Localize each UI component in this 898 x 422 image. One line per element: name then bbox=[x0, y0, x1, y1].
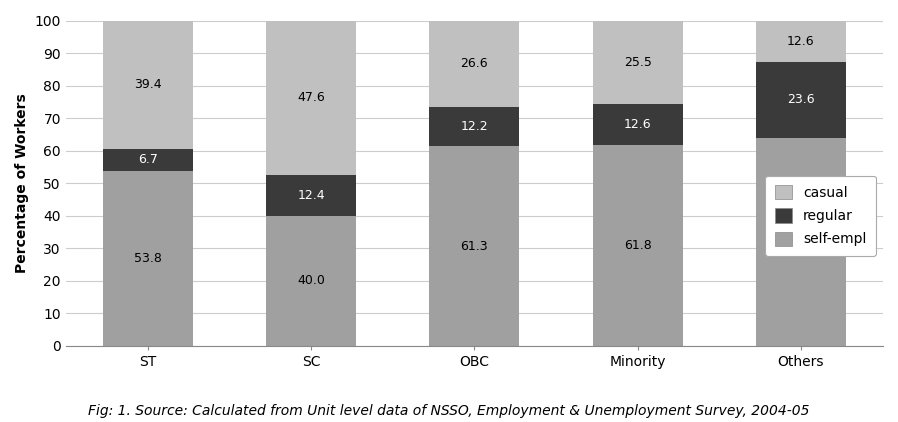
Text: 61.3: 61.3 bbox=[461, 240, 489, 253]
Bar bbox=[593, 145, 682, 346]
Bar bbox=[429, 146, 519, 346]
Text: 53.8: 53.8 bbox=[134, 252, 162, 265]
Bar bbox=[103, 149, 193, 171]
Text: 12.2: 12.2 bbox=[461, 120, 489, 133]
Bar bbox=[593, 21, 682, 104]
Text: 12.6: 12.6 bbox=[624, 118, 651, 131]
Text: 47.6: 47.6 bbox=[297, 92, 325, 105]
Bar bbox=[103, 21, 193, 149]
Bar bbox=[593, 104, 682, 145]
Text: 63.8: 63.8 bbox=[787, 235, 814, 249]
Bar bbox=[266, 216, 356, 346]
Text: 23.6: 23.6 bbox=[788, 93, 814, 106]
Text: 6.7: 6.7 bbox=[138, 154, 158, 166]
Bar bbox=[756, 21, 846, 62]
Y-axis label: Percentage of Workers: Percentage of Workers bbox=[15, 93, 29, 273]
Bar bbox=[429, 107, 519, 146]
Bar bbox=[756, 138, 846, 346]
Text: 12.4: 12.4 bbox=[297, 189, 325, 202]
Text: 25.5: 25.5 bbox=[624, 56, 652, 69]
Text: 39.4: 39.4 bbox=[134, 78, 162, 92]
Bar bbox=[103, 171, 193, 346]
Bar bbox=[266, 176, 356, 216]
Text: 61.8: 61.8 bbox=[624, 239, 652, 252]
Bar bbox=[266, 21, 356, 176]
Text: 40.0: 40.0 bbox=[297, 274, 325, 287]
Bar bbox=[429, 20, 519, 107]
Bar bbox=[756, 62, 846, 138]
Legend: casual, regular, self-empl: casual, regular, self-empl bbox=[765, 176, 876, 256]
Text: 12.6: 12.6 bbox=[788, 35, 814, 48]
Text: 26.6: 26.6 bbox=[461, 57, 489, 70]
Text: Fig: 1. Source: Calculated from Unit level data of NSSO, Employment & Unemployme: Fig: 1. Source: Calculated from Unit lev… bbox=[88, 404, 810, 418]
